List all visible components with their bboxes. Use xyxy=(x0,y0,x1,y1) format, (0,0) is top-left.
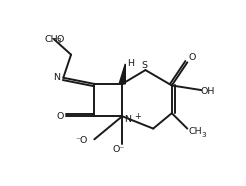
Text: 3: 3 xyxy=(56,38,61,44)
Text: +: + xyxy=(134,112,140,121)
Text: N: N xyxy=(124,115,131,124)
Text: N: N xyxy=(54,73,61,82)
Text: O: O xyxy=(57,35,64,44)
Text: CH: CH xyxy=(45,35,58,44)
Text: O⁻: O⁻ xyxy=(113,145,125,154)
Polygon shape xyxy=(119,64,125,84)
Text: H: H xyxy=(127,59,134,68)
Text: OH: OH xyxy=(200,87,215,96)
Text: S: S xyxy=(142,61,148,70)
Text: ⁻O: ⁻O xyxy=(76,136,88,145)
Text: O: O xyxy=(57,112,64,121)
Text: 3: 3 xyxy=(201,132,206,138)
Text: CH: CH xyxy=(189,127,202,136)
Text: O: O xyxy=(188,53,196,62)
